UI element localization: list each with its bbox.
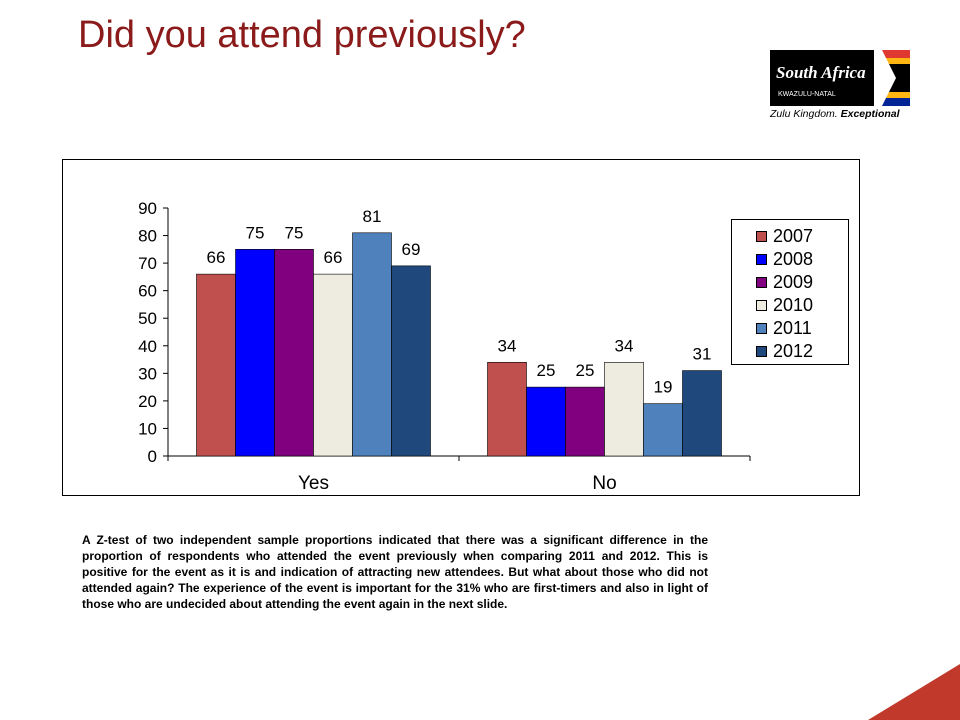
legend-item-2009: 2009 xyxy=(756,271,848,294)
south-africa-logo: South Africa KWAZULU-NATAL Zulu Kingdom.… xyxy=(770,50,910,122)
legend-item-2010: 2010 xyxy=(756,294,848,317)
analysis-paragraph: A Z-test of two independent sample propo… xyxy=(82,533,708,611)
y-tick-label: 40 xyxy=(138,337,157,356)
y-tick-label: 50 xyxy=(138,309,157,328)
chart-legend: 2007 2008 2009 2010 2011 2012 xyxy=(731,219,849,365)
logo-region-text: KWAZULU-NATAL xyxy=(778,91,836,98)
legend-swatch xyxy=(756,300,767,311)
bar-2010-yes xyxy=(313,273,353,457)
bar-2011-no xyxy=(643,403,683,457)
logo-tagline-emphasis: Exceptional xyxy=(840,108,900,120)
bar-2012-yes xyxy=(391,265,431,457)
bar-2007-yes xyxy=(196,273,236,457)
y-tick-label: 0 xyxy=(148,447,157,466)
bar-2008-no xyxy=(526,386,566,457)
legend-swatch xyxy=(756,254,767,265)
bar-2008-yes xyxy=(235,249,275,457)
legend-swatch xyxy=(756,323,767,334)
data-label: 69 xyxy=(402,240,421,259)
x-category-label: Yes xyxy=(298,473,329,494)
bar-chart: 0 10 20 30 40 50 60 70 80 90 66 75 75 66 81 69 Yes 34 25 25… xyxy=(138,199,751,494)
y-tick-label: 20 xyxy=(138,392,157,411)
legend-label: 2009 xyxy=(773,272,814,292)
data-label: 25 xyxy=(576,361,595,380)
corner-accent xyxy=(868,664,960,720)
legend-label: 2010 xyxy=(773,295,814,315)
bar-2009-no xyxy=(565,386,605,457)
data-label: 34 xyxy=(498,336,517,355)
legend-item-2012: 2012 xyxy=(756,340,848,363)
legend-label: 2012 xyxy=(773,341,814,361)
data-label: 19 xyxy=(654,378,673,397)
bar-2007-no xyxy=(487,362,527,457)
slide-title: Did you attend previously? xyxy=(78,14,526,56)
data-label: 31 xyxy=(693,345,712,364)
legend-item-2008: 2008 xyxy=(756,248,848,271)
bar-2012-no xyxy=(682,370,722,457)
data-label: 25 xyxy=(537,361,556,380)
y-tick-label: 60 xyxy=(138,282,157,301)
y-tick-label: 70 xyxy=(138,254,157,273)
chart-frame: 0 10 20 30 40 50 60 70 80 90 66 75 75 66 81 69 Yes 34 25 25… xyxy=(62,159,860,496)
data-label: 75 xyxy=(246,223,265,242)
x-category-label: No xyxy=(592,473,616,494)
y-tick-label: 10 xyxy=(138,419,157,438)
bar-2009-yes xyxy=(274,249,314,457)
legend-swatch xyxy=(756,346,767,357)
legend-item-2011: 2011 xyxy=(756,317,848,340)
bar-2011-yes xyxy=(352,232,392,457)
flag-graphic: South Africa KWAZULU-NATAL xyxy=(770,50,910,106)
data-label: 75 xyxy=(285,223,304,242)
legend-item-2007: 2007 xyxy=(756,225,848,248)
data-label: 66 xyxy=(324,248,343,267)
data-label: 66 xyxy=(207,248,226,267)
data-label: 81 xyxy=(363,207,382,226)
data-label: 34 xyxy=(615,336,634,355)
legend-label: 2008 xyxy=(773,249,814,269)
logo-tagline: Zulu Kingdom. Exceptional xyxy=(770,108,900,120)
legend-swatch xyxy=(756,231,767,242)
legend-label: 2007 xyxy=(773,226,814,246)
y-tick-label: 90 xyxy=(138,199,157,218)
logo-tagline-main: Zulu Kingdom. xyxy=(770,108,838,120)
y-tick-label: 30 xyxy=(138,364,157,383)
legend-swatch xyxy=(756,277,767,288)
legend-label: 2011 xyxy=(773,318,812,338)
bar-2010-no xyxy=(604,362,644,457)
y-tick-label: 80 xyxy=(138,227,157,246)
logo-brand-text: South Africa xyxy=(776,63,866,82)
